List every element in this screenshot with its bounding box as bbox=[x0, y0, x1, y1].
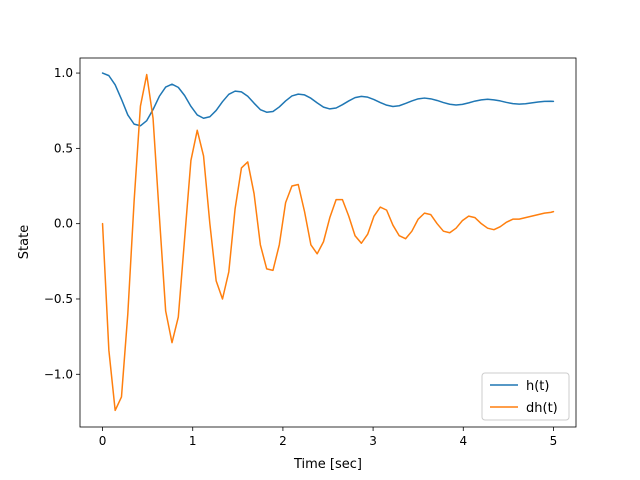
y-tick-label: −1.0 bbox=[44, 367, 73, 381]
y-tick-label: 1.0 bbox=[54, 66, 73, 80]
x-tick-label: 5 bbox=[550, 434, 558, 448]
x-tick-label: 3 bbox=[369, 434, 377, 448]
legend-label-h: h(t) bbox=[526, 379, 549, 394]
x-axis-label: Time [sec] bbox=[293, 457, 362, 472]
y-tick-label: 0.5 bbox=[54, 141, 73, 155]
series-line-h bbox=[101, 72, 555, 127]
x-tick-label: 2 bbox=[279, 434, 287, 448]
legend: h(t) dh(t) bbox=[481, 372, 570, 421]
ticks-layer: 0 1 2 3 4 5 −1.0 −0.5 0.0 0.5 1.0 bbox=[44, 66, 557, 448]
y-axis-label: State bbox=[17, 225, 32, 259]
y-tick-label: 0.0 bbox=[54, 217, 73, 231]
plot-layer bbox=[101, 72, 555, 412]
x-tick-label: 4 bbox=[459, 434, 467, 448]
series-line-dh bbox=[101, 73, 555, 412]
legend-label-dh: dh(t) bbox=[526, 401, 558, 416]
y-tick-label: −0.5 bbox=[44, 292, 73, 306]
x-tick-label: 1 bbox=[189, 434, 197, 448]
x-tick-label: 0 bbox=[99, 434, 107, 448]
axes-frame bbox=[79, 57, 577, 428]
